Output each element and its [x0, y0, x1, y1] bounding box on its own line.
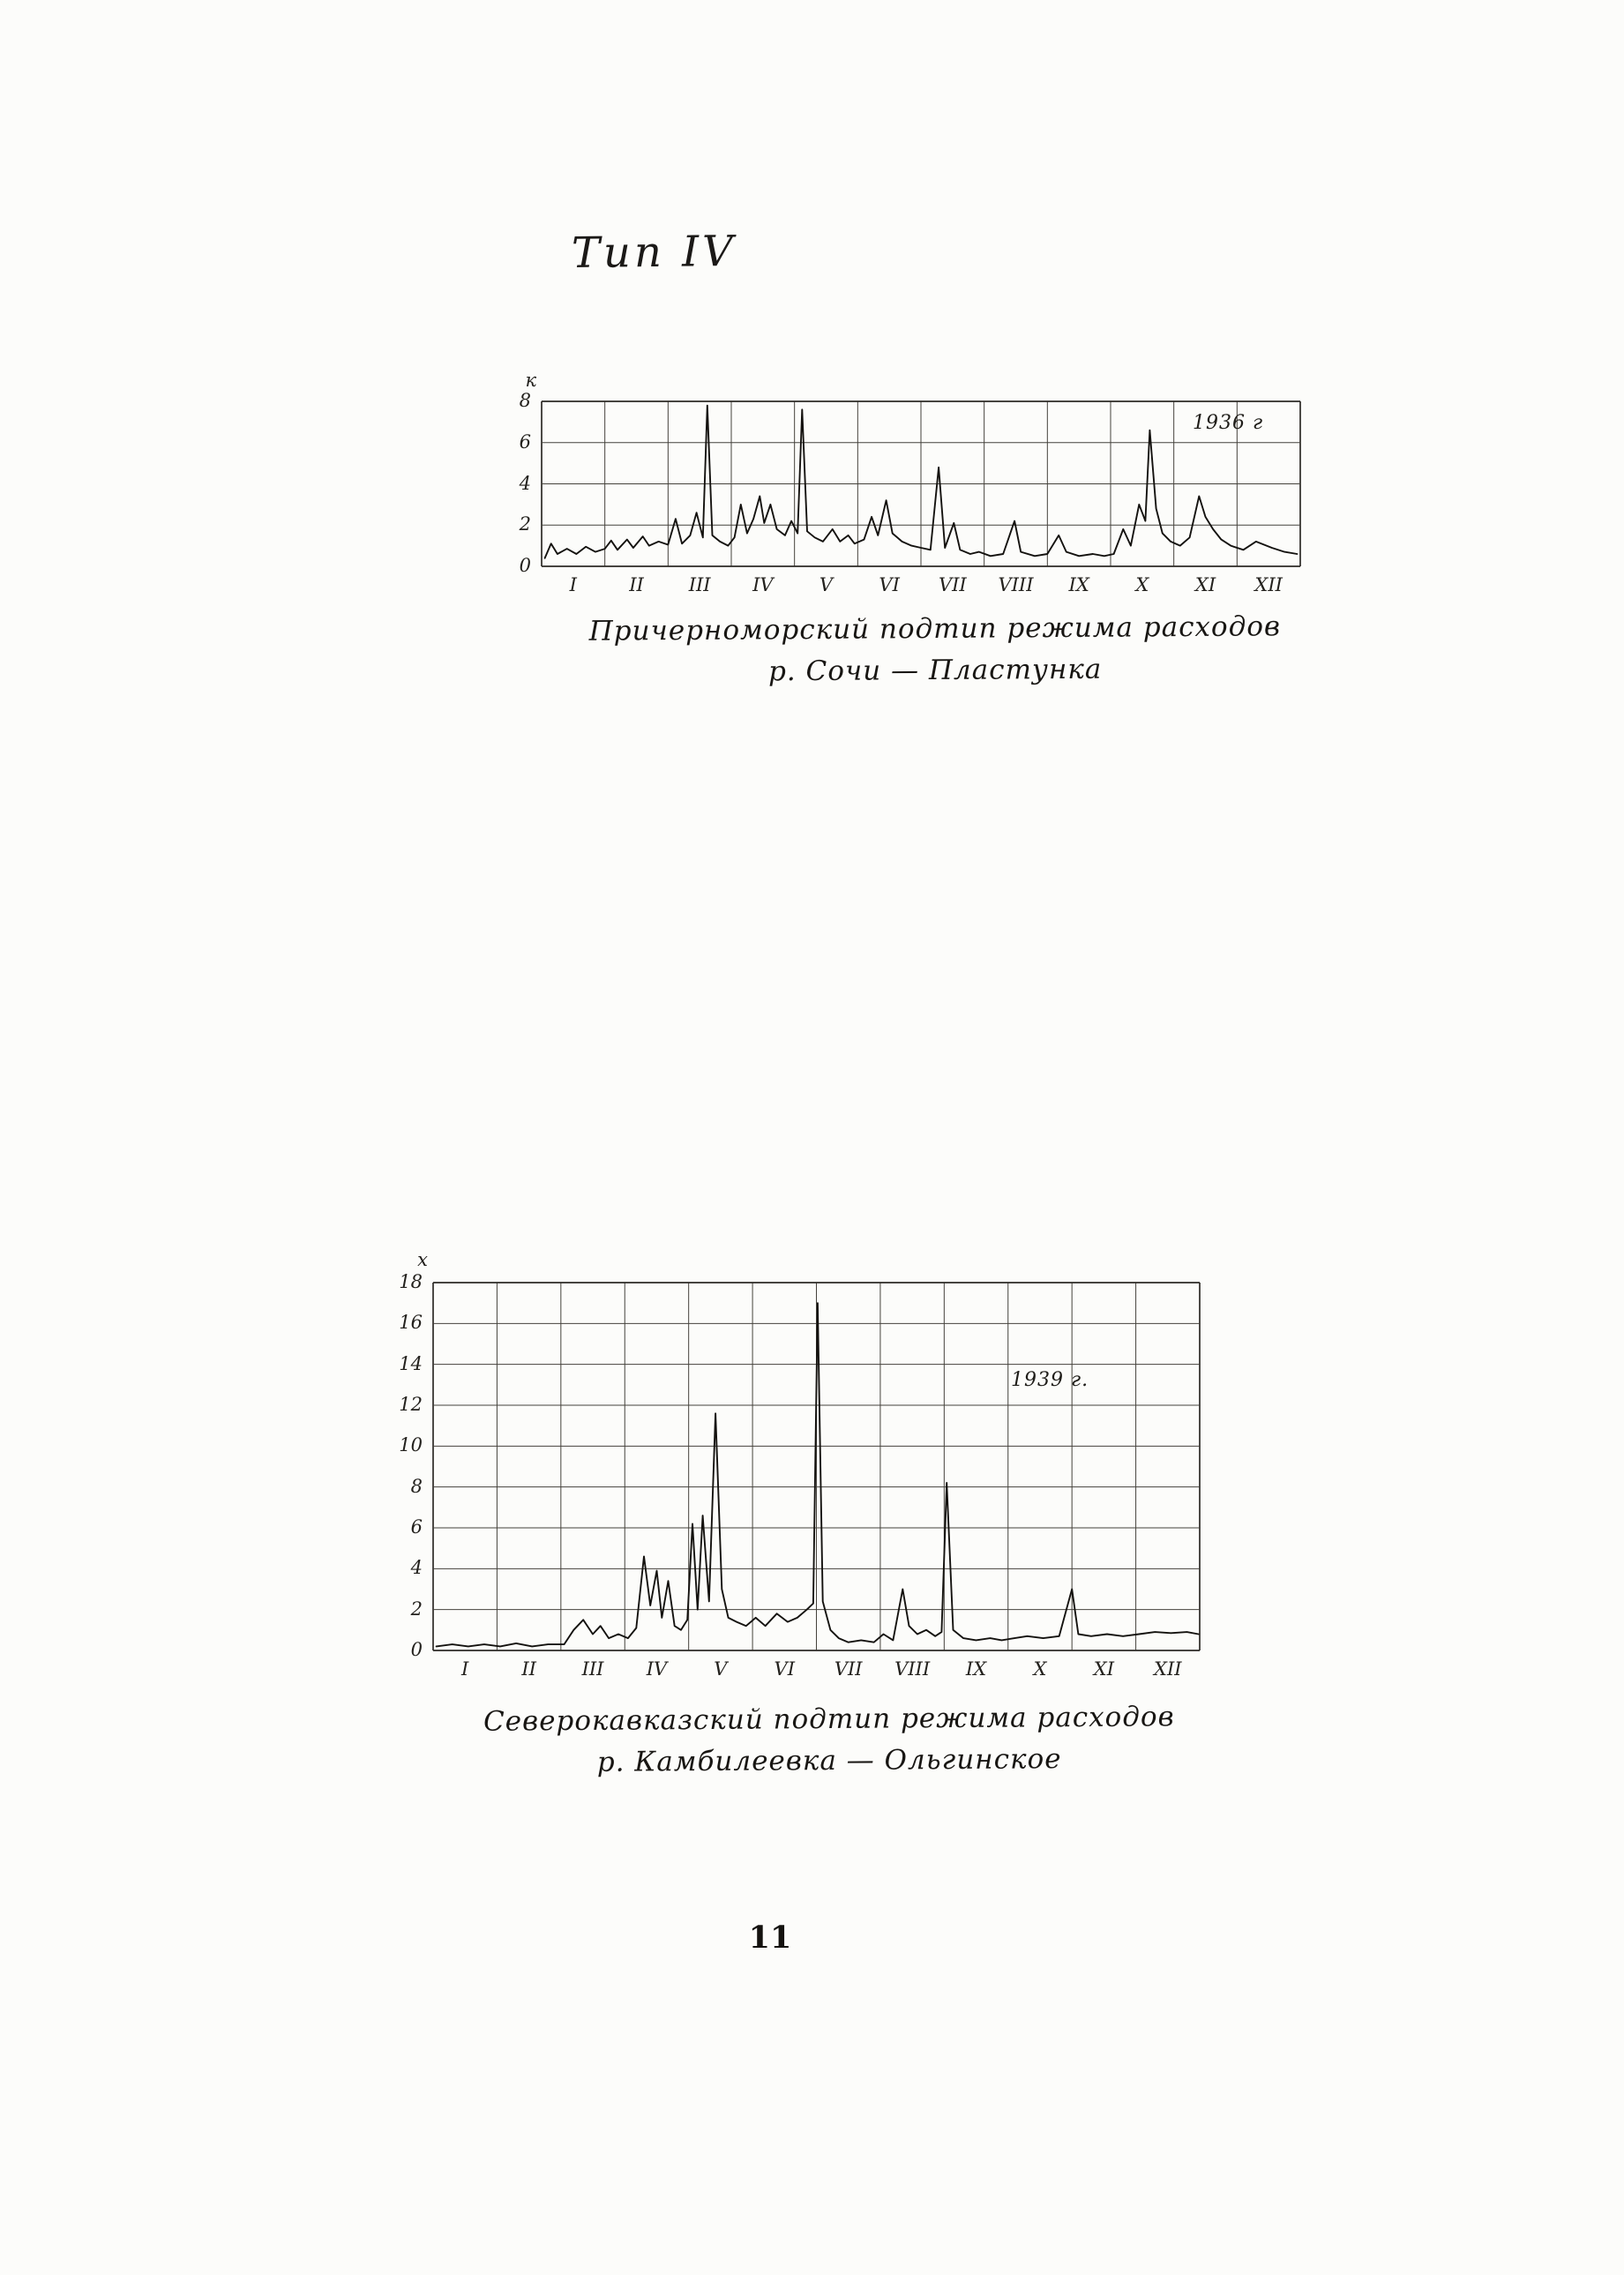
x-tick-label: X [1135, 574, 1149, 595]
x-tick-label: XI [1194, 574, 1216, 595]
x-tick-label: II [521, 1658, 536, 1680]
caption-line-1: Причерноморский подтип режима расходов [588, 610, 1282, 647]
x-tick-label: IX [965, 1658, 987, 1680]
page-title: Тип IV [571, 227, 737, 278]
x-tick-label: VI [879, 574, 900, 595]
year-annotation: 1939 г. [1011, 1369, 1089, 1391]
x-tick-label: VII [938, 574, 967, 595]
y-tick-label: 6 [519, 430, 531, 453]
chart-caption-kambileyevka: Северокавказский подтип режима расходов … [388, 1696, 1271, 1785]
x-tick-label: XII [1154, 1658, 1182, 1680]
plot-area [541, 400, 1301, 567]
x-tick-label: VI [774, 1658, 796, 1680]
x-tick-label: VII [834, 1658, 863, 1680]
caption-line-2: р. Камбилеевка — Ольгинское [596, 1743, 1062, 1778]
caption-line-1: Северокавказский подтип режима расходов [483, 1701, 1175, 1738]
y-tick-label: 8 [519, 390, 531, 411]
x-tick-label: I [569, 574, 577, 595]
y-tick-label: 6 [410, 1516, 423, 1538]
y-axis-unit-label: к [525, 370, 536, 391]
x-tick-label: IV [752, 574, 774, 595]
y-tick-label: 8 [410, 1475, 423, 1497]
y-tick-label: 18 [399, 1271, 423, 1292]
x-tick-label: XII [1254, 574, 1283, 595]
x-tick-label: III [688, 574, 711, 595]
x-tick-label: XI [1093, 1658, 1114, 1680]
year-annotation: 1936 г [1193, 412, 1264, 434]
y-axis-unit-label: х [417, 1249, 428, 1270]
y-tick-label: 14 [399, 1352, 423, 1374]
page-number: 11 [748, 1920, 792, 1956]
x-tick-label: VIII [998, 574, 1034, 595]
x-tick-label: VIII [894, 1658, 931, 1680]
y-tick-label: 16 [399, 1312, 423, 1334]
y-tick-label: 4 [519, 472, 531, 494]
y-tick-label: 2 [410, 1598, 423, 1620]
caption-line-2: р. Сочи — Пластунка [767, 653, 1103, 688]
y-tick-label: 2 [519, 513, 531, 535]
y-tick-label: 4 [410, 1557, 423, 1579]
y-tick-label: 10 [399, 1434, 423, 1456]
hydrograph-chart-kambileyevka: х 1939 г. 0 2 4 6 8 10 12 14 16 18 I II III IV V VI VII V… [370, 1237, 1270, 1717]
y-tick-label: 12 [399, 1394, 423, 1415]
x-tick-label: IV [646, 1658, 668, 1680]
plot-area [432, 1282, 1201, 1651]
y-tick-label: 0 [410, 1639, 423, 1660]
hydrograph-chart-sochi: к 1936 г 0 2 4 6 8 I II III IV V VI VII VIII IX X XI XII [476, 366, 1367, 631]
x-tick-label: V [819, 574, 834, 595]
x-tick-label: I [461, 1658, 469, 1680]
x-tick-label: III [581, 1658, 604, 1680]
x-tick-label: II [629, 574, 644, 595]
x-tick-label: X [1033, 1658, 1047, 1680]
x-tick-label: IX [1068, 574, 1089, 595]
x-tick-label: V [714, 1658, 728, 1680]
y-tick-label: 0 [519, 555, 531, 576]
chart-caption-sochi: Причерноморский подтип режима расходов р… [494, 606, 1377, 695]
